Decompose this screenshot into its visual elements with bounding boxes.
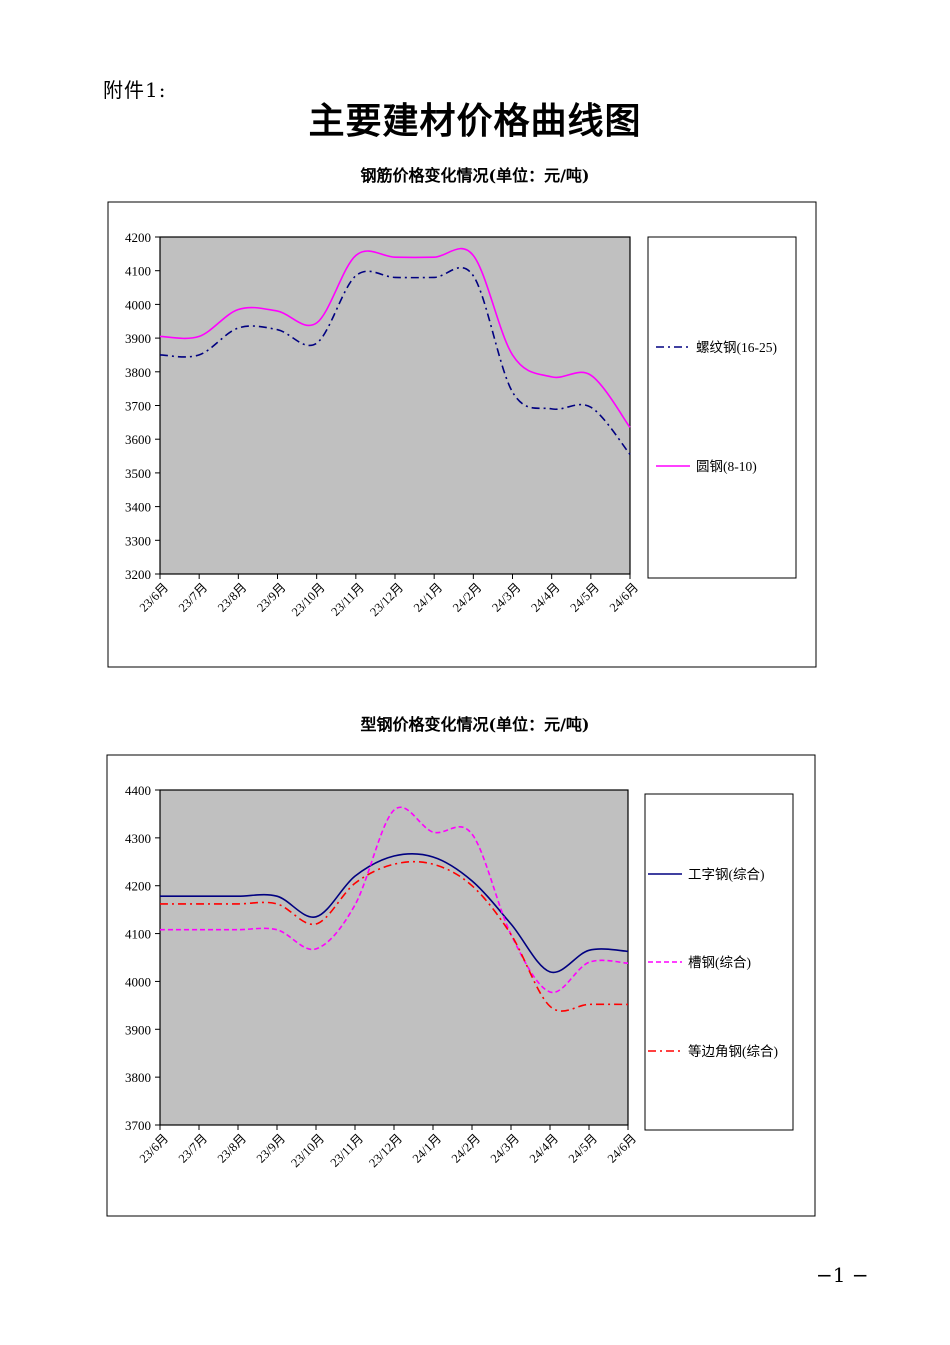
plot-area: [159, 236, 631, 575]
y-tick-label: 4400: [125, 783, 151, 798]
chart-title-rebar: 钢筋价格变化情况(单位：元/吨): [360, 166, 590, 185]
y-tick-label: 3900: [125, 331, 151, 346]
page-title: 主要建材价格曲线图: [308, 100, 642, 142]
page-number: −1 −: [816, 1263, 869, 1287]
y-tick-label: 4100: [125, 927, 151, 942]
series-line-2: [159, 860, 629, 1012]
y-tick-label: 3900: [125, 1022, 151, 1037]
legend-box: [644, 793, 794, 1131]
y-tick-label: 3800: [125, 1070, 151, 1085]
y-tick-label: 4000: [125, 297, 151, 312]
legend-box: [647, 236, 797, 579]
series-line-1: [160, 806, 629, 994]
y-tick-label: 4200: [125, 230, 151, 245]
y-tick-label: 3400: [125, 500, 151, 515]
series-line-1: [159, 247, 631, 428]
plot-area: [159, 789, 629, 1126]
y-tick-label: 4000: [125, 974, 151, 989]
y-tick-label: 3800: [125, 365, 151, 380]
legend-label-0: 工字钢(综合): [688, 867, 765, 882]
y-tick-label: 4100: [125, 264, 151, 279]
y-tick-label: 3700: [125, 1118, 151, 1133]
legend-label-0: 螺纹钢(16-25): [696, 340, 777, 355]
legend-label-1: 槽钢(综合): [688, 955, 751, 970]
y-tick-label: 4200: [125, 879, 151, 894]
attachment-label: 附件1:: [103, 78, 167, 102]
legend-label-1: 圆钢(8-10): [696, 459, 757, 474]
y-tick-label: 3500: [125, 466, 151, 481]
legend-label-2: 等边角钢(综合): [688, 1043, 778, 1059]
y-tick-label: 3600: [125, 432, 151, 447]
chart-title-section-steel: 型钢价格变化情况(单位：元/吨): [360, 715, 590, 734]
y-tick-label: 3300: [125, 533, 151, 548]
y-tick-label: 3200: [125, 567, 151, 582]
y-tick-label: 4300: [125, 831, 151, 846]
series-line-0: [159, 267, 631, 455]
y-tick-label: 3700: [125, 399, 151, 414]
series-line-0: [159, 853, 629, 974]
rebar-price-chart: 3200 3300 3400 3500 3600 3700 3800 3900 4000 4100…: [107, 201, 817, 668]
